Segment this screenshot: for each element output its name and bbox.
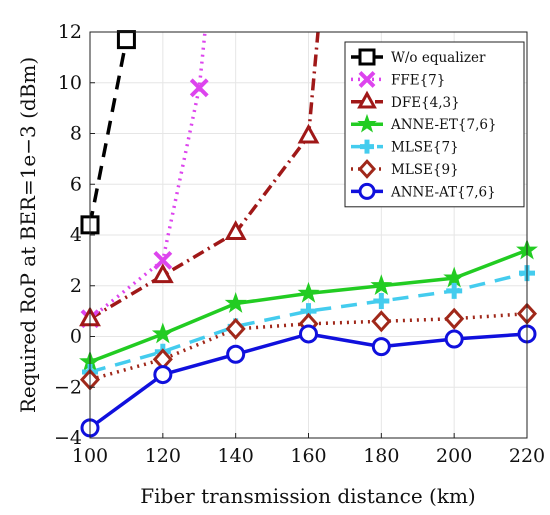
data-point-6-1: [153, 365, 173, 385]
legend-label-6: ANNE-AT{7,6}: [390, 184, 496, 200]
y-tick-label: 6: [70, 173, 82, 195]
x-tick-label: 200: [436, 445, 472, 467]
data-point-3-4: [370, 274, 393, 296]
legend-marker-2: [357, 90, 377, 109]
data-point-3-3: [297, 281, 320, 303]
data-point-3-5: [443, 266, 466, 288]
data-point-5-2: [225, 317, 246, 340]
data-point-6-5: [444, 329, 464, 349]
tick-labels: 100 120 140 160 180 200 220 −4 −2 0 2 4 6 8 10 12: [54, 21, 545, 467]
y-axis-label: Required RoP at BER=1e−3 (dBm): [16, 57, 40, 413]
data-point-4-5: [446, 282, 463, 299]
x-tick-label: 160: [290, 445, 326, 467]
x-tick-label: 140: [218, 445, 254, 467]
legend-label-0: W/o equalizer: [391, 50, 486, 66]
data-point-2-3: [297, 123, 320, 144]
y-tick-label: 0: [70, 326, 82, 348]
data-point-3-2: [224, 291, 247, 313]
legend-marker-5: [357, 159, 377, 179]
data-point-4-4: [373, 292, 390, 309]
x-tick-label: 180: [363, 445, 399, 467]
data-point-6-4: [371, 337, 391, 357]
legend-marker-1: [358, 70, 376, 88]
y-tick-label: 4: [70, 224, 82, 246]
legend-marker-0: [358, 48, 376, 66]
data-point-6-2: [226, 344, 246, 364]
data-point-5-4: [371, 310, 392, 333]
x-axis-label: Fiber transmission distance (km): [140, 484, 475, 508]
legend-label-2: DFE{4,3}: [391, 95, 460, 111]
data-point-5-5: [444, 307, 465, 330]
x-tick-label: 100: [72, 445, 108, 467]
data-point-2-1: [151, 263, 174, 284]
y-tick-label: 10: [58, 72, 82, 94]
data-point-3-1: [151, 322, 174, 344]
legend-label-5: MLSE{9}: [391, 162, 459, 178]
data-point-1-2: [189, 78, 209, 98]
x-tick-label: 220: [509, 445, 545, 467]
legend-label-3: ANNE-ET{7,6}: [390, 117, 497, 133]
x-tick-label: 120: [145, 445, 181, 467]
y-tick-label: 2: [70, 275, 82, 297]
legend: W/o equalizer FFE{7} DFE{4,3} ANNE-ET{7,6} M…: [344, 41, 525, 208]
y-tick-label: −4: [54, 427, 82, 449]
legend-marker-4: [360, 139, 374, 154]
y-tick-label: −2: [54, 376, 82, 398]
legend-label-4: MLSE{7}: [391, 140, 459, 156]
data-point-6-3: [299, 324, 318, 344]
axis-ticks: [89, 31, 528, 439]
legend-marker-3: [357, 113, 377, 133]
data-point-2-2: [224, 220, 247, 240]
y-tick-label: 12: [58, 21, 82, 43]
y-tick-label: 8: [70, 123, 82, 145]
data-point-0-1: [116, 30, 136, 50]
data-point-1-1: [153, 250, 173, 270]
legend-label-1: FFE{7}: [391, 72, 445, 88]
legend-marker-6: [358, 182, 376, 200]
